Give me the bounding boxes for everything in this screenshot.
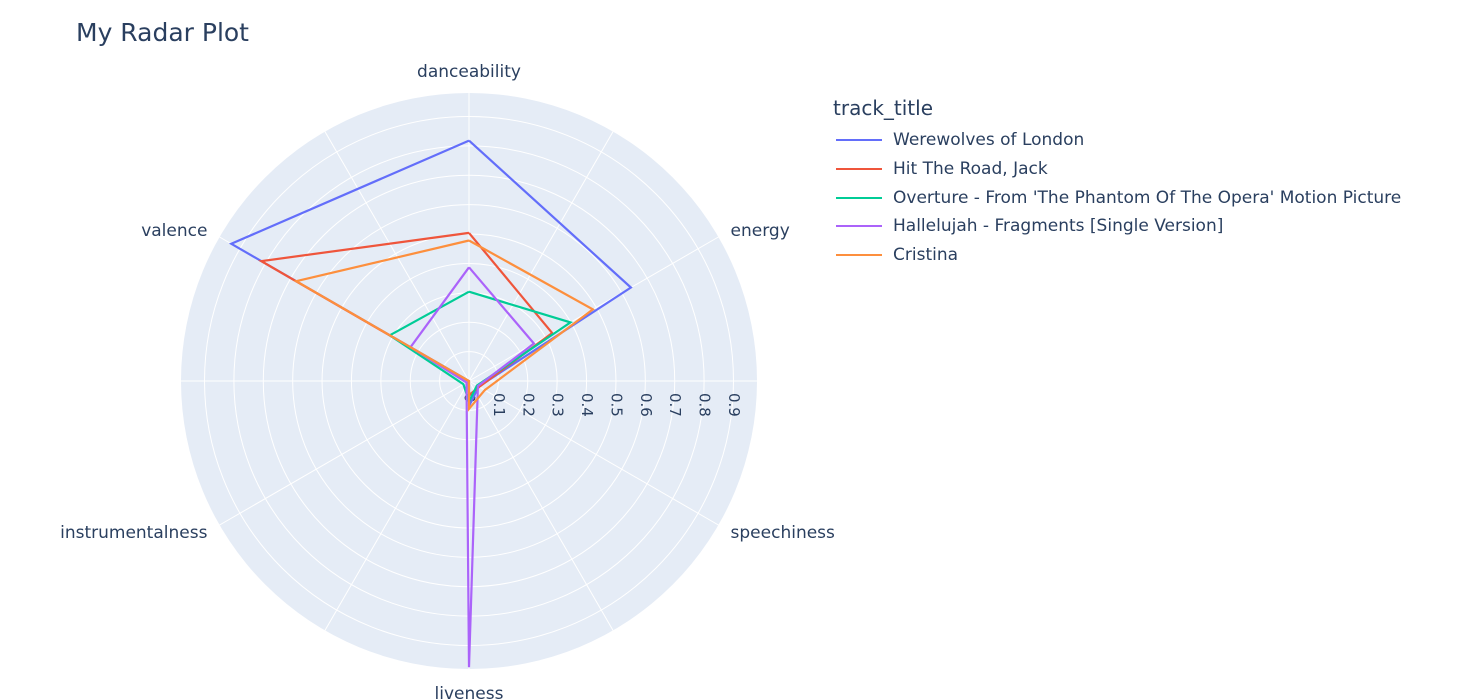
axis-label-speechiness: speechiness: [731, 523, 836, 543]
legend-item[interactable]: Hallelujah - Fragments [Single Version]: [833, 212, 1401, 241]
legend-swatch: [836, 254, 882, 257]
legend-items: Werewolves of London Hit The Road, Jack Ov…: [833, 126, 1401, 269]
series-traces: [228, 139, 633, 668]
legend-swatch: [836, 139, 882, 142]
radial-tick-label: 0.4: [578, 393, 596, 417]
angular-gridline: [324, 380, 470, 631]
legend-label: Hallelujah - Fragments [Single Version]: [893, 216, 1224, 237]
radial-tick-label: 0.7: [666, 393, 684, 417]
angular-gridline: [219, 380, 470, 526]
axis-label-valence: valence: [141, 221, 207, 241]
series-line-5: [293, 239, 595, 412]
legend: track_title Werewolves of London Hit The …: [833, 96, 1401, 269]
legend-item[interactable]: Cristina: [833, 241, 1401, 270]
angular-gridline: [468, 380, 614, 631]
legend-label: Overture - From 'The Phantom Of The Oper…: [893, 187, 1402, 208]
radial-tick-label: 0.3: [549, 393, 567, 417]
axis-label-instrumentalness: instrumentalness: [60, 523, 207, 543]
radial-tick-label: 0.1: [490, 393, 508, 417]
chart-title: My Radar Plot: [76, 18, 249, 47]
legend-label: Cristina: [893, 245, 959, 266]
legend-item[interactable]: Hit The Road, Jack: [833, 155, 1401, 184]
legend-label: Hit The Road, Jack: [893, 159, 1048, 180]
legend-swatch: [836, 168, 882, 171]
angular-gridline: [468, 380, 719, 526]
axis-label-liveness: liveness: [435, 684, 504, 699]
legend-swatch: [836, 196, 882, 199]
angular-axis-labels: danceability energy speechiness liveness ins…: [60, 62, 835, 699]
legend-title: track_title: [833, 96, 933, 120]
angular-gridline: [468, 131, 614, 382]
radial-tick-label: 0.5: [607, 393, 625, 417]
radial-tick-label: 0.9: [725, 393, 743, 417]
legend-swatch: [836, 225, 882, 228]
angular-gridline: [324, 131, 470, 382]
radial-tick-label: 0.8: [696, 393, 714, 417]
legend-item[interactable]: Werewolves of London: [833, 126, 1401, 155]
axis-label-energy: energy: [731, 221, 790, 241]
legend-label: Werewolves of London: [893, 130, 1085, 151]
radial-tick-label: 0.2: [519, 393, 537, 417]
radial-tick-label: 0.6: [637, 393, 655, 417]
legend-item[interactable]: Overture - From 'The Phantom Of The Oper…: [833, 183, 1401, 212]
axis-label-danceability: danceability: [417, 62, 521, 82]
